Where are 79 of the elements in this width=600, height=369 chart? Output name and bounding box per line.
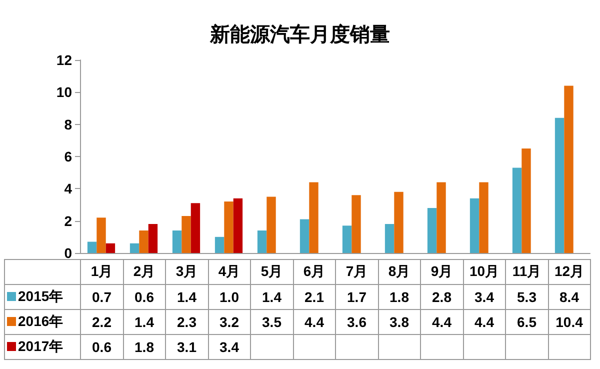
data-label: 3.1 — [166, 334, 208, 360]
bar — [309, 182, 318, 253]
bar — [384, 224, 394, 253]
bar — [554, 118, 564, 253]
bar — [130, 243, 140, 253]
legend-label: 2017年 — [4, 334, 80, 360]
bar — [342, 226, 352, 253]
bar — [190, 203, 200, 253]
data-label: 4.4 — [463, 310, 506, 334]
bar — [522, 148, 531, 253]
bar — [233, 198, 243, 253]
x-tick-label: 1月 — [80, 260, 123, 284]
x-tick-label: 7月 — [336, 260, 378, 284]
y-tick-label: 0 — [64, 245, 72, 261]
data-label: 2.8 — [420, 284, 463, 310]
data-label: 3.2 — [208, 310, 250, 334]
data-label: 0.6 — [123, 284, 166, 310]
bar — [96, 218, 106, 253]
bar — [257, 230, 267, 253]
data-label: 3.6 — [336, 310, 378, 334]
x-tick-label: 3月 — [166, 260, 208, 284]
data-label: 8.4 — [548, 284, 590, 310]
bar — [214, 236, 224, 253]
bar — [352, 195, 361, 253]
data-label: 2.2 — [80, 310, 123, 334]
x-tick-label: 8月 — [378, 260, 420, 284]
x-tick-label: 2月 — [123, 260, 166, 284]
x-tick-label: 12月 — [548, 260, 590, 284]
bar — [106, 243, 116, 253]
x-tick-label: 11月 — [506, 260, 548, 284]
data-label: 0.7 — [80, 284, 123, 310]
data-label: 1.4 — [123, 310, 166, 334]
y-tick-label: 8 — [64, 116, 72, 132]
bar — [436, 182, 446, 253]
x-tick-label: 6月 — [293, 260, 336, 284]
bar — [172, 230, 182, 253]
data-label: 2.3 — [166, 310, 208, 334]
y-tick-label: 4 — [64, 180, 72, 197]
bar — [148, 224, 158, 253]
y-tick-label: 6 — [64, 148, 72, 164]
bar — [224, 202, 234, 253]
data-label: 2.1 — [293, 284, 336, 310]
bar — [300, 219, 310, 253]
data-label: 3.8 — [378, 310, 420, 334]
y-tick-label: 10 — [56, 84, 72, 100]
bar — [394, 192, 404, 253]
bar — [479, 182, 488, 253]
x-tick-label: 10月 — [463, 260, 506, 284]
data-label: 4.4 — [293, 310, 336, 334]
data-label: 4.4 — [420, 310, 463, 334]
y-tick-label: 2 — [64, 212, 72, 229]
data-label: 0.6 — [80, 334, 123, 360]
bar — [182, 216, 191, 253]
legend-label: 2015年 — [4, 284, 80, 310]
bar — [266, 196, 276, 253]
data-label: 6.5 — [506, 310, 548, 334]
bar — [139, 230, 148, 253]
legend-label: 2016年 — [4, 310, 80, 334]
data-label: 1.8 — [378, 284, 420, 310]
y-tick-label: 12 — [56, 52, 72, 68]
data-label: 3.4 — [208, 334, 250, 360]
data-label: 3.4 — [463, 284, 506, 310]
bar — [512, 168, 522, 253]
data-label: 1.0 — [208, 284, 250, 310]
data-label: 10.4 — [548, 310, 590, 334]
x-tick-label: 9月 — [420, 260, 463, 284]
data-label: 3.5 — [250, 310, 293, 334]
x-tick-label: 4月 — [208, 260, 250, 284]
bar — [564, 86, 574, 253]
data-label: 5.3 — [506, 284, 548, 310]
chart-title: 新能源汽车月度销量 — [209, 23, 390, 46]
bar — [87, 242, 97, 253]
bar — [470, 198, 480, 253]
data-label: 1.4 — [250, 284, 293, 310]
data-label: 1.7 — [336, 284, 378, 310]
data-label: 1.8 — [123, 334, 166, 360]
bar — [427, 208, 437, 253]
x-tick-label: 5月 — [250, 260, 293, 284]
data-label: 1.4 — [166, 284, 208, 310]
